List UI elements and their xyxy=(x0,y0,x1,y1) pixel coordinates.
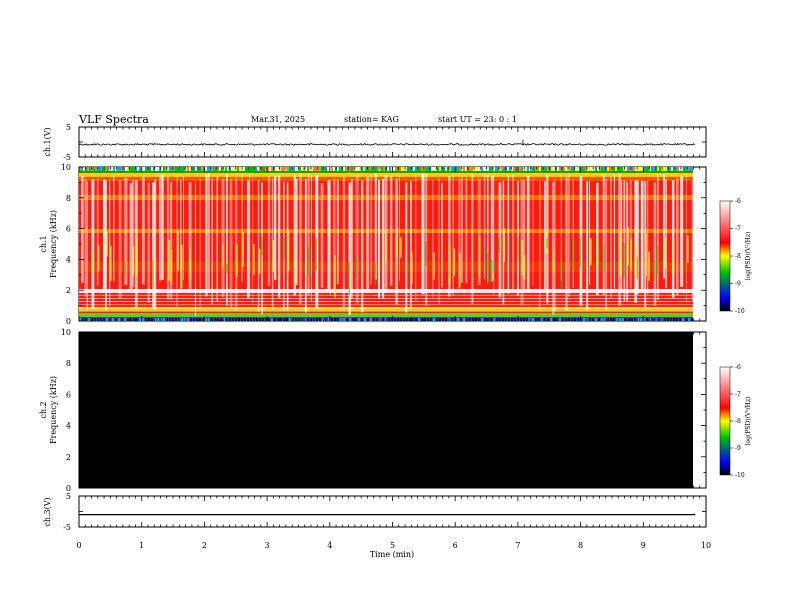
ch1-waveform-line xyxy=(78,139,695,146)
ch3-waveform-ylabel: ch.3(V) xyxy=(43,497,52,526)
start-time-label: start UT = 23: 0 : 1 xyxy=(438,115,517,124)
figure-title: VLF Spectra xyxy=(79,113,149,126)
y-tick-label: 10 xyxy=(61,328,71,337)
colorbar-tick-label: -10 xyxy=(735,472,745,479)
y-tick-label: 8 xyxy=(66,194,71,203)
y-tick-label: 10 xyxy=(61,163,71,172)
y-tick-label: 6 xyxy=(66,225,71,234)
colorbar-tick-label: -6 xyxy=(735,364,741,371)
x-tick-label: 3 xyxy=(265,541,270,550)
colorbar-ch1-scale xyxy=(719,200,731,312)
colorbar-tick-label: -7 xyxy=(735,226,741,233)
x-tick-label: 1 xyxy=(139,541,144,550)
x-axis-label: Time (min) xyxy=(370,550,414,559)
y-tick-label: 6 xyxy=(66,390,71,399)
colorbar-tick-label: -6 xyxy=(735,198,741,205)
ch1-spectrogram-image xyxy=(79,167,693,321)
x-tick-label: 5 xyxy=(390,541,395,550)
colorbar-ch2: -6 -7 -8 -9 -10 log(PSD)(V²/Hz) xyxy=(719,364,752,479)
colorbar-tick-label: -7 xyxy=(735,391,741,398)
colorbar-tick-label: -9 xyxy=(735,281,741,288)
ch1-ytick-bottom: -5 xyxy=(63,153,71,162)
y-tick-label: 4 xyxy=(66,422,71,431)
x-tick-label: 7 xyxy=(515,541,520,550)
y-tick-label: 8 xyxy=(66,359,71,368)
y-tick-label: 2 xyxy=(66,453,71,462)
colorbar-ch2-scale xyxy=(719,366,731,476)
x-tick-label: 10 xyxy=(701,541,711,550)
x-tick-label: 6 xyxy=(453,541,458,550)
colorbar-ch1: -6 -7 -8 -9 -10 log(PSD)(V²/Hz) xyxy=(719,198,752,315)
station-label: station= KAG xyxy=(344,115,399,124)
x-tick-label: 9 xyxy=(641,541,646,550)
x-tick-labels: 0 1 2 3 4 5 6 7 8 9 10 xyxy=(76,541,711,550)
colorbar-ch1-label: log(PSD)(V²/Hz) xyxy=(745,232,752,281)
ch2-spectrogram-yticks: 0 2 4 6 8 10 xyxy=(61,328,71,493)
colorbar-tick-label: -9 xyxy=(735,445,741,452)
ch2-spectrogram-ylabel-channel: ch.2 xyxy=(39,401,48,418)
ch1-spectrogram-ylabel-freq: Frequency (kHz) xyxy=(49,210,58,278)
ch1-spectrogram-yticks: 0 2 4 6 8 10 xyxy=(61,163,71,326)
colorbar-ch2-label: log(PSD)(V²/Hz) xyxy=(745,397,752,446)
colorbar-tick-label: -10 xyxy=(735,308,745,315)
axis-ticks xyxy=(78,126,707,528)
ch1-waveform-ylabel: ch.1(V) xyxy=(43,127,52,156)
ch2-spectrogram-ylabel-freq: Frequency (kHz) xyxy=(49,376,58,444)
ch3-ytick-top: 5 xyxy=(66,492,71,501)
x-tick-label: 2 xyxy=(202,541,207,550)
x-tick-label: 0 xyxy=(76,541,81,550)
ch1-ytick-top: 5 xyxy=(66,123,71,132)
ch1-spectrogram-ylabel-channel: ch.1 xyxy=(39,235,48,252)
ch3-ytick-bottom: -5 xyxy=(63,523,71,532)
ch2-spectrogram-image xyxy=(79,332,693,488)
date-label: Mar.31, 2025 xyxy=(251,115,306,124)
x-tick-label: 4 xyxy=(327,541,332,550)
y-tick-label: 2 xyxy=(66,286,71,295)
y-tick-label: 4 xyxy=(66,255,71,264)
x-tick-label: 8 xyxy=(578,541,583,550)
y-tick-label: 0 xyxy=(66,317,71,326)
colorbar-tick-label: -8 xyxy=(735,418,741,425)
y-tick-label: 0 xyxy=(66,484,71,493)
colorbar-tick-label: -8 xyxy=(735,253,741,260)
